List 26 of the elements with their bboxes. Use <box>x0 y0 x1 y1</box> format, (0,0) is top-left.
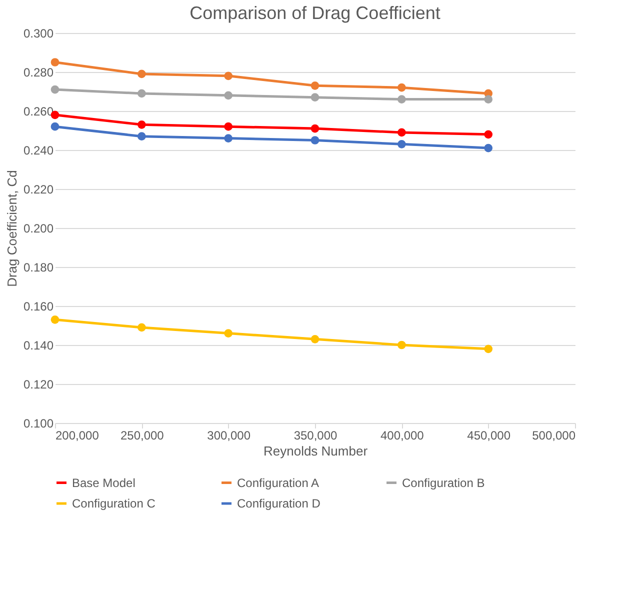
y-tick-label: 0.220 <box>23 182 54 196</box>
y-tick-label: 0.240 <box>23 144 54 158</box>
y-tick-label: 0.100 <box>23 416 54 430</box>
y-axis-title: Drag Coefficient, Cd <box>4 170 20 287</box>
legend-label: Configuration A <box>237 476 320 490</box>
legend-label: Configuration C <box>72 496 156 510</box>
x-tick-label: 200,000 <box>56 428 100 442</box>
x-tick-label: 250,000 <box>120 428 164 442</box>
legend-label: Configuration B <box>402 476 485 490</box>
chart-title: Comparison of Drag Coefficient <box>190 3 440 23</box>
y-tick-label: 0.260 <box>23 104 54 118</box>
x-tick-label: 400,000 <box>380 428 424 442</box>
y-tick-label: 0.120 <box>23 378 54 392</box>
y-tick-label: 0.300 <box>23 26 54 40</box>
y-tick-label: 0.160 <box>23 300 54 314</box>
legend-label: Configuration D <box>237 496 321 510</box>
x-tick-label: 350,000 <box>294 428 338 442</box>
x-axis-title: Reynolds Number <box>263 444 368 458</box>
x-tick-label: 500,000 <box>532 428 576 442</box>
legend-label: Base Model <box>72 476 136 490</box>
y-tick-label: 0.140 <box>23 338 54 352</box>
y-tick-label: 0.180 <box>23 260 54 274</box>
y-tick-label: 0.200 <box>23 222 54 236</box>
y-tick-label: 0.280 <box>23 66 54 80</box>
x-tick-label: 450,000 <box>467 428 511 442</box>
x-tick-label: 300,000 <box>207 428 251 442</box>
